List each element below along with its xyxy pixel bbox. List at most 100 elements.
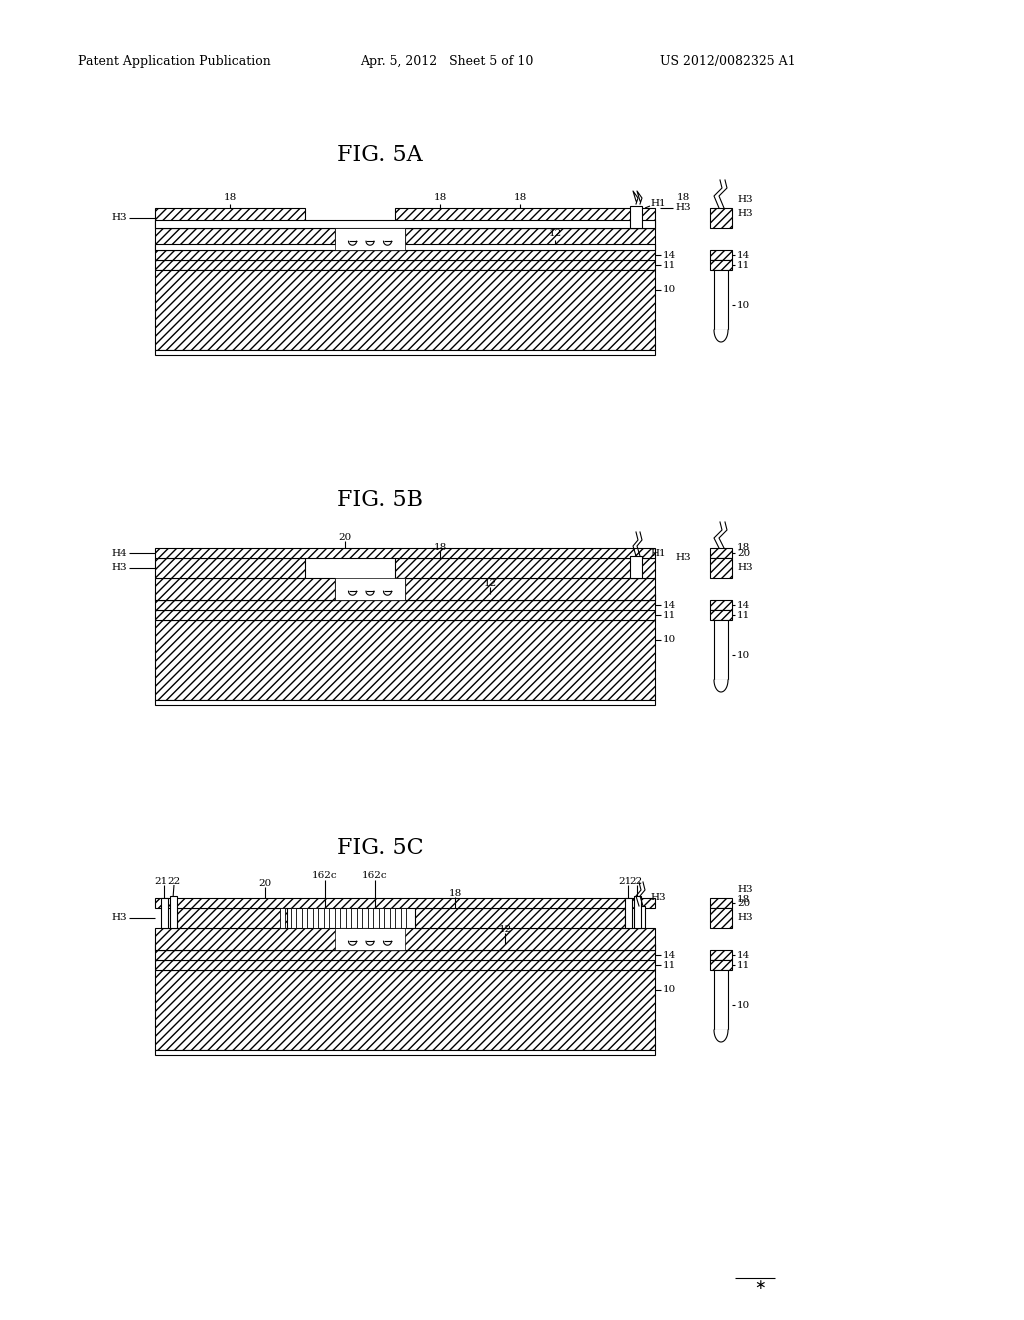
Text: 22: 22	[630, 878, 643, 887]
Text: 162c: 162c	[362, 871, 388, 880]
Bar	[406, 228, 655, 249]
Text: 18: 18	[677, 194, 690, 202]
Bar	[710, 610, 732, 620]
Bar	[401, 908, 406, 928]
Text: 18: 18	[449, 890, 462, 899]
Bar	[335, 578, 406, 601]
Bar	[155, 548, 655, 558]
Bar	[379, 908, 384, 928]
Text: H3: H3	[737, 209, 753, 218]
Bar	[710, 558, 732, 578]
Text: H4: H4	[112, 549, 127, 557]
Bar	[155, 944, 655, 950]
Text: 21: 21	[155, 878, 168, 887]
Text: FIG. 5A: FIG. 5A	[337, 144, 423, 166]
Bar	[155, 558, 305, 578]
Bar	[395, 209, 655, 228]
Bar	[155, 260, 655, 271]
Text: 10: 10	[663, 285, 676, 294]
Bar	[155, 601, 655, 610]
Bar	[415, 908, 625, 928]
Text: 11: 11	[663, 961, 676, 969]
Bar	[155, 209, 305, 228]
Bar	[177, 908, 287, 928]
Bar	[710, 960, 732, 970]
Text: H3: H3	[675, 203, 690, 213]
Text: 10: 10	[663, 635, 676, 644]
Bar	[368, 908, 373, 928]
Bar	[291, 908, 296, 928]
Bar	[155, 898, 655, 908]
Bar	[155, 610, 655, 620]
Text: 22: 22	[167, 878, 180, 887]
Text: 21: 21	[618, 878, 632, 887]
Text: H3: H3	[737, 564, 753, 573]
Text: 18: 18	[513, 193, 526, 202]
Bar	[335, 228, 406, 249]
Text: 20: 20	[737, 549, 751, 557]
Bar	[395, 558, 655, 578]
Bar	[630, 206, 642, 228]
Text: H3: H3	[737, 195, 753, 205]
Bar	[170, 896, 177, 928]
Text: 20: 20	[737, 899, 751, 908]
Bar	[155, 928, 655, 950]
Text: 12: 12	[499, 925, 512, 935]
Text: 18: 18	[433, 193, 446, 202]
Bar	[710, 898, 732, 908]
Text: 18: 18	[223, 193, 237, 202]
Text: 11: 11	[737, 961, 751, 969]
Bar	[280, 908, 285, 928]
Text: Patent Application Publication: Patent Application Publication	[78, 55, 270, 69]
Bar	[714, 620, 728, 680]
Bar	[625, 898, 632, 928]
Text: FIG. 5C: FIG. 5C	[337, 837, 423, 859]
Text: 10: 10	[663, 986, 676, 994]
Bar	[302, 908, 307, 928]
Bar	[155, 220, 655, 228]
Text: Apr. 5, 2012   Sheet 5 of 10: Apr. 5, 2012 Sheet 5 of 10	[360, 55, 534, 69]
Bar	[630, 556, 642, 578]
Bar	[357, 908, 362, 928]
Text: 14: 14	[663, 950, 676, 960]
Text: 12: 12	[483, 579, 497, 589]
Text: H1: H1	[650, 198, 666, 207]
Bar	[710, 260, 732, 271]
Bar	[710, 908, 732, 928]
Bar	[155, 350, 655, 355]
Bar	[155, 960, 655, 970]
Text: 18: 18	[433, 544, 446, 553]
Bar	[155, 578, 335, 601]
Text: H3: H3	[112, 214, 127, 223]
Bar	[155, 244, 655, 249]
Bar	[335, 908, 340, 928]
Bar	[710, 249, 732, 260]
Bar	[161, 898, 168, 928]
Bar	[634, 896, 641, 928]
Bar	[406, 578, 655, 601]
Bar	[335, 928, 406, 950]
Bar	[155, 970, 655, 1049]
Bar	[155, 700, 655, 705]
Bar	[390, 908, 395, 928]
Text: H3: H3	[737, 913, 753, 923]
Text: 20: 20	[338, 533, 351, 543]
Bar	[155, 271, 655, 350]
Bar	[714, 271, 728, 330]
Text: H3: H3	[112, 564, 127, 573]
Bar	[324, 908, 329, 928]
Bar	[710, 548, 732, 558]
Text: 14: 14	[737, 601, 751, 610]
Bar	[155, 228, 335, 249]
Bar	[710, 950, 732, 960]
Bar	[710, 209, 732, 228]
Text: 11: 11	[737, 260, 751, 269]
Text: 11: 11	[663, 610, 676, 619]
Bar	[155, 620, 655, 700]
Text: 10: 10	[737, 301, 751, 309]
Text: FIG. 5B: FIG. 5B	[337, 488, 423, 511]
Text: 18: 18	[737, 544, 751, 553]
Text: H3: H3	[112, 913, 127, 923]
Text: 10: 10	[737, 1001, 751, 1010]
Text: US 2012/0082325 A1: US 2012/0082325 A1	[660, 55, 796, 69]
